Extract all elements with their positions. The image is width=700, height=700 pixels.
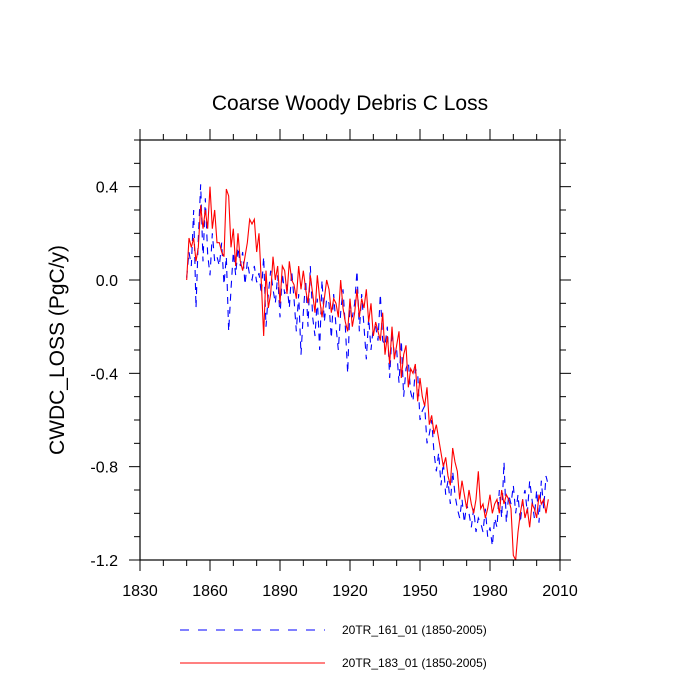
y-tick-label: -1.2 — [90, 553, 118, 570]
chart-title: Coarse Woody Debris C Loss — [212, 92, 488, 115]
series-line-2 — [186, 186, 549, 560]
y-tick-label: 0.0 — [96, 273, 118, 290]
x-tick-label: 1920 — [332, 583, 368, 600]
plot-frame — [139, 139, 561, 561]
x-tick-label: 1890 — [262, 583, 298, 600]
x-tick-label: 2010 — [542, 583, 578, 600]
x-tick-label: 1950 — [402, 583, 438, 600]
x-tick-label: 1860 — [192, 583, 228, 600]
legend: 20TR_161_01 (1850-2005) 20TR_183_01 (1850… — [180, 623, 487, 670]
series-layer — [186, 184, 549, 560]
x-tick-label: 1980 — [472, 583, 508, 600]
x-tick-label: 1830 — [122, 583, 158, 600]
y-tick-label: -0.8 — [90, 460, 118, 477]
y-tick-label: -0.4 — [90, 366, 118, 383]
y-tick-label: 0.4 — [96, 180, 118, 197]
y-axis-label: CWDC_LOSS (PgC/y) — [46, 245, 69, 455]
ticks-layer: 1830 1860 1890 1920 1950 1980 2010 -1.2 -0.8 -0.4… — [90, 129, 578, 600]
legend-label-2: 20TR_183_01 (1850-2005) — [342, 656, 487, 670]
series-line-1 — [186, 184, 549, 547]
legend-label-1: 20TR_161_01 (1850-2005) — [342, 623, 487, 637]
